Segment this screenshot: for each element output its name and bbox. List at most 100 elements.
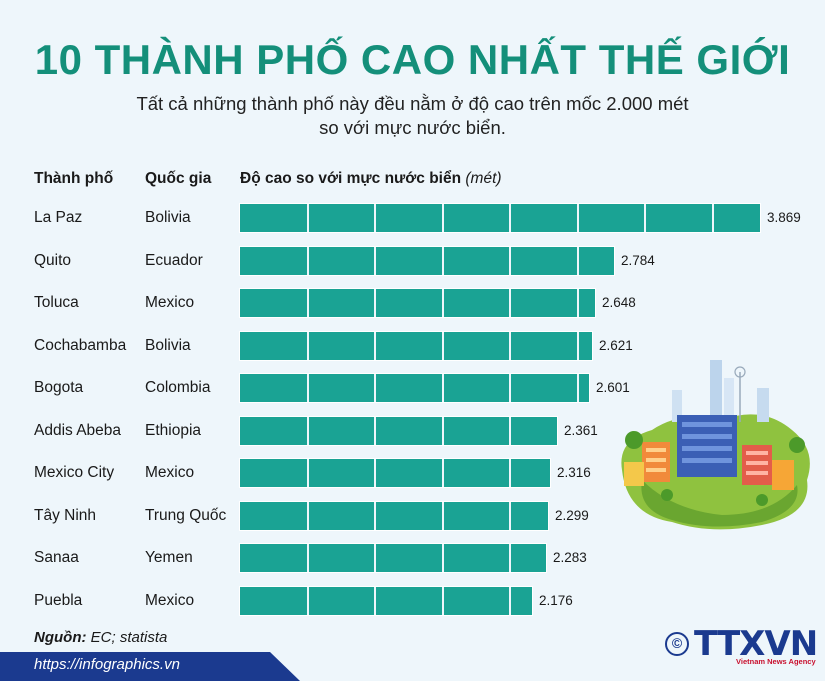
bar-gridline <box>442 417 444 445</box>
bar-gridline <box>509 417 511 445</box>
value-label: 2.648 <box>602 295 636 310</box>
bar-gridline <box>644 204 646 232</box>
logo-tagline: Vietnam News Agency <box>736 657 816 666</box>
bar-gridline <box>577 247 579 275</box>
bar-gridline <box>307 204 309 232</box>
bar-gridline <box>442 204 444 232</box>
country-label: Ecuador <box>145 252 203 269</box>
city-label: Puebla <box>34 592 83 609</box>
bar-gridline <box>307 417 309 445</box>
altitude-header-unit: (mét) <box>465 170 502 187</box>
column-header-altitude: Độ cao so với mực nước biển (mét) <box>240 170 502 188</box>
city-label: Mexico City <box>34 464 115 481</box>
source-label: Nguồn: <box>34 629 87 646</box>
value-label: 2.621 <box>599 338 633 353</box>
altitude-bar <box>239 246 615 276</box>
city-label: Sanaa <box>34 549 79 566</box>
bar-gridline <box>307 587 309 615</box>
bar-gridline <box>374 204 376 232</box>
bar-gridline <box>374 502 376 530</box>
column-header-city: Thành phố <box>34 170 114 187</box>
country-label: Ethiopia <box>145 422 202 439</box>
city-label: Bogota <box>34 379 84 396</box>
bar-gridline <box>509 374 511 402</box>
bar-gridline <box>307 374 309 402</box>
bar-gridline <box>307 289 309 317</box>
bar-gridline <box>509 544 511 572</box>
bar-gridline <box>442 247 444 275</box>
bar-gridline <box>577 374 579 402</box>
altitude-bar <box>239 331 593 361</box>
value-label: 2.361 <box>564 423 598 438</box>
bar-gridline <box>374 544 376 572</box>
value-label: 2.299 <box>555 508 589 523</box>
country-label: Colombia <box>145 379 211 396</box>
subtitle-line-1: Tất cả những thành phố này đều nằm ở độ … <box>136 93 689 114</box>
altitude-bar <box>239 543 547 573</box>
bar-gridline <box>509 247 511 275</box>
website-link[interactable]: https://infographics.vn <box>34 656 180 673</box>
altitude-bar <box>239 586 533 616</box>
value-label: 2.784 <box>621 253 655 268</box>
value-label: 2.316 <box>557 465 591 480</box>
altitude-bar <box>239 288 596 318</box>
city-label: La Paz <box>34 209 83 226</box>
bar-gridline <box>577 289 579 317</box>
bar-gridline <box>712 204 714 232</box>
country-label: Bolivia <box>145 337 191 354</box>
value-label: 3.869 <box>767 210 801 225</box>
country-label: Bolivia <box>145 209 191 226</box>
copyright-icon: © <box>665 632 689 656</box>
page-subtitle: Tất cả những thành phố này đều nằm ở độ … <box>0 92 825 140</box>
altitude-bar <box>239 458 551 488</box>
city-label: Cochabamba <box>34 337 127 354</box>
bar-gridline <box>307 459 309 487</box>
country-label: Mexico <box>145 464 195 481</box>
bar-gridline <box>509 459 511 487</box>
subtitle-line-2: so với mực nước biển. <box>319 117 506 138</box>
city-illustration <box>621 360 810 530</box>
altitude-bar <box>239 501 549 531</box>
bar-gridline <box>374 587 376 615</box>
bar-gridline <box>442 459 444 487</box>
bar-gridline <box>442 502 444 530</box>
bar-gridline <box>307 332 309 360</box>
country-label: Yemen <box>145 549 193 566</box>
value-label: 2.601 <box>596 380 630 395</box>
bar-gridline <box>442 544 444 572</box>
altitude-bar <box>239 373 590 403</box>
value-label: 2.283 <box>553 550 587 565</box>
bar-gridline <box>374 289 376 317</box>
bar-gridline <box>509 502 511 530</box>
altitude-bar <box>239 203 761 233</box>
bar-gridline <box>374 374 376 402</box>
country-label: Mexico <box>145 592 195 609</box>
country-label: Trung Quốc <box>145 507 227 524</box>
value-label: 2.176 <box>539 593 573 608</box>
city-label: Toluca <box>34 294 79 311</box>
bar-gridline <box>509 332 511 360</box>
bar-gridline <box>509 289 511 317</box>
altitude-bar <box>239 416 558 446</box>
altitude-header-label: Độ cao so với mực nước biển <box>240 170 462 187</box>
city-label: Quito <box>34 252 72 269</box>
bar-gridline <box>442 332 444 360</box>
bar-gridline <box>374 247 376 275</box>
bar-gridline <box>307 502 309 530</box>
bar-gridline <box>509 204 511 232</box>
country-label: Mexico <box>145 294 195 311</box>
source-note: Nguồn: EC; statista <box>34 629 167 646</box>
bar-gridline <box>307 544 309 572</box>
bar-gridline <box>374 332 376 360</box>
city-label: Tây Ninh <box>34 507 97 524</box>
column-header-country: Quốc gia <box>145 170 212 187</box>
bar-gridline <box>442 374 444 402</box>
bar-gridline <box>442 587 444 615</box>
source-text: EC; statista <box>86 629 168 646</box>
bar-gridline <box>374 417 376 445</box>
page-title: 10 THÀNH PHỐ CAO NHẤT THẾ GIỚI <box>34 36 791 83</box>
bar-gridline <box>442 289 444 317</box>
bar-gridline <box>307 247 309 275</box>
bar-gridline <box>374 459 376 487</box>
bar-gridline <box>577 204 579 232</box>
